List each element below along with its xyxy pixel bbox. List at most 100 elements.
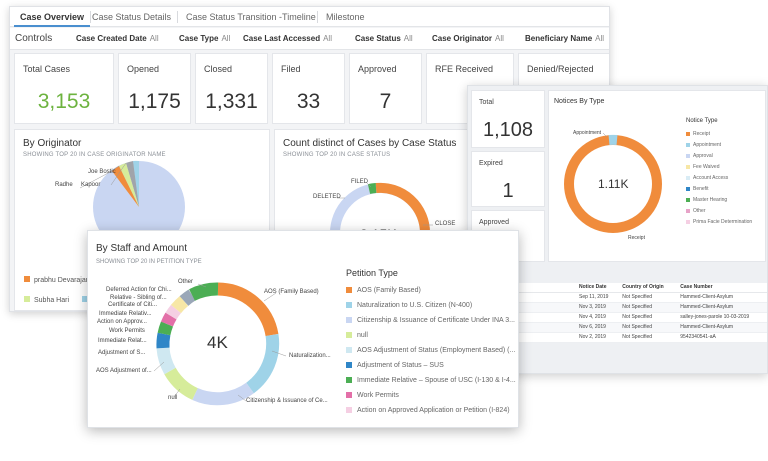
table-cell: Hammed-Client-Asylum xyxy=(677,302,767,313)
table-row[interactable]: Nov 3, 2019 Not Specified Hammed-Client-As… xyxy=(468,302,767,313)
legend-item-adjustment-of-status[interactable]: Adjustment of Status – SUS xyxy=(346,362,444,374)
kpi-value: 3,153 xyxy=(37,90,91,113)
donut-segment-citizenship-issuance[interactable] xyxy=(192,382,254,406)
tab-milestone[interactable]: Milestone xyxy=(326,12,365,22)
legend-item-aos-family-based[interactable]: AOS (Family Based) xyxy=(346,287,421,299)
tab-divider xyxy=(90,11,91,23)
pie-slice[interactable] xyxy=(133,160,139,207)
donut-segment-aos-family-based[interactable] xyxy=(217,282,279,337)
kpi-approved[interactable]: Approved 7 xyxy=(349,53,422,124)
table-row[interactable]: Sep 11, 2019 Not Specified Hammed-Client-A… xyxy=(468,292,767,303)
table-row[interactable]: Nov 6, 2019 Not Specified Hammed-Client-As… xyxy=(468,322,767,333)
filter-case-created-date[interactable]: Case Created Date All xyxy=(76,34,159,43)
table-header[interactable]: Case Number xyxy=(677,283,767,293)
pie-slice[interactable] xyxy=(126,161,139,207)
legend-item-prima-facie-determination[interactable]: Prima Facie Determination xyxy=(686,219,752,228)
donut-segment-action-on-approved[interactable] xyxy=(165,304,182,320)
donut-segment-deferred-action[interactable] xyxy=(170,295,189,314)
legend-item-benefit[interactable]: Benefit xyxy=(686,186,709,195)
legend-item-fee-waived[interactable]: Fee Waived xyxy=(686,164,720,173)
table-row[interactable]: Nov 4, 2019 Not Specified salley-jones-par… xyxy=(468,312,767,323)
staff-donut-chart[interactable] xyxy=(88,231,519,428)
legend-item-action-on-approved[interactable]: Action on Approved Application or Petiti… xyxy=(346,407,510,419)
donut-segment-null[interactable] xyxy=(164,367,198,400)
donut-segment-filed[interactable] xyxy=(367,183,377,194)
donut-segment-immediate-relative[interactable] xyxy=(157,321,174,336)
filter-case-originator[interactable]: Case Originator All xyxy=(432,34,504,43)
donut-label-citizenship-issuance: Citizenship & Issuance of Ce... xyxy=(246,398,328,404)
kpi-title: Total Cases xyxy=(23,64,71,74)
table-row[interactable]: Nov 2, 2019 Not Specified 9542340541-aA xyxy=(468,332,767,343)
donut-segment-naturalization[interactable] xyxy=(245,333,280,394)
donut-label-immediate-relative: Immediate Relativ... xyxy=(99,311,152,317)
donut-segment-adjustment-of-status[interactable] xyxy=(156,332,171,349)
table-header-row: Notice Date Country of Origin Case Numbe… xyxy=(468,283,767,293)
legend-item-account-access[interactable]: Account Access xyxy=(686,175,728,184)
kpi-total[interactable]: Total 1,108 xyxy=(471,90,545,148)
kpi-value: 33 xyxy=(296,90,321,113)
table-cell: Not Specified xyxy=(619,332,678,343)
legend-item-appointment[interactable]: Appointment xyxy=(686,142,721,151)
donut-label-adjustment-of-status: Adjustment of S... xyxy=(98,350,146,356)
legend-item-master-hearing[interactable]: Master Hearing xyxy=(686,197,727,206)
leader-line xyxy=(173,388,181,398)
section-title: By Staff and Amount xyxy=(96,243,187,254)
legend-swatch xyxy=(346,302,352,309)
legend-item-prabhu-devarajan[interactable]: prabhu Devarajan xyxy=(24,276,90,284)
donut-segment-aos-adjustment-employment[interactable] xyxy=(156,347,176,375)
filter-case-status[interactable]: Case Status All xyxy=(355,34,413,43)
kpi-total-cases[interactable]: Total Cases 3,153 xyxy=(14,53,114,124)
legend-item-approval[interactable]: Approval xyxy=(686,153,713,162)
legend-item-citizenship-issuance[interactable]: Citizenship & Issuance of Certificate Un… xyxy=(346,317,515,329)
filter-case-last-accessed[interactable]: Case Last Accessed All xyxy=(243,34,332,43)
table-header[interactable]: Country of Origin xyxy=(619,283,678,293)
legend-swatch xyxy=(346,377,352,384)
legend-swatch xyxy=(24,276,30,282)
tab-case-status-transition-timeline[interactable]: Case Status Transition -Timeline xyxy=(186,12,316,22)
section-title: Count distinct of Cases by Case Status xyxy=(283,138,457,149)
filter-beneficiary-name[interactable]: Beneficiary Name All xyxy=(525,34,605,43)
leader-line xyxy=(237,394,247,402)
donut-label-immediate-relat: Immediate Relat... xyxy=(98,338,147,344)
legend-item-aos-adjustment-employment[interactable]: AOS Adjustment of Status (Employment Bas… xyxy=(346,347,515,359)
legend-item-receipt[interactable]: Receipt xyxy=(686,131,710,140)
leader-line xyxy=(79,170,113,189)
table-header[interactable]: Notice Date xyxy=(576,283,620,293)
donut-center-value: 4K xyxy=(207,333,228,352)
legend-item-work-permits[interactable]: Work Permits xyxy=(346,392,399,404)
donut-label-deleted: DELETED xyxy=(313,194,341,200)
kpi-opened[interactable]: Opened 1,175 xyxy=(118,53,191,124)
donut-segment-closed[interactable] xyxy=(375,182,431,234)
legend-item-immediate-relative[interactable]: Immediate Relative – Spouse of USC (I-13… xyxy=(346,377,516,389)
pie-slice[interactable] xyxy=(119,163,139,207)
legend-item-subha-hari[interactable]: Subha Hari xyxy=(24,296,69,304)
legend-item-other[interactable]: Other xyxy=(686,208,706,217)
donut-segment-other[interactable] xyxy=(189,282,219,301)
leader-lines xyxy=(153,283,287,402)
legend-swatch xyxy=(686,219,690,224)
table-cell xyxy=(468,292,576,303)
donut-label-action-on-approved: Action on Approv... xyxy=(97,319,147,325)
filter-case-type[interactable]: Case Type All xyxy=(179,34,231,43)
legend-swatch xyxy=(686,153,690,158)
tab-case-status-details[interactable]: Case Status Details xyxy=(92,12,172,22)
donut-segment-relative-sibling[interactable] xyxy=(179,289,196,306)
kpi-filed[interactable]: Filed 33 xyxy=(272,53,345,124)
donut-segment-work-permits[interactable] xyxy=(160,312,177,327)
tab-case-overview[interactable]: Case Overview xyxy=(14,7,91,27)
section-subtitle: SHOWING TOP 20 IN CASE ORIGINATOR NAME xyxy=(23,152,166,158)
pie-slice[interactable] xyxy=(112,166,139,207)
legend-swatch xyxy=(686,142,690,147)
kpi-title: Denied/Rejected xyxy=(527,64,594,74)
notices-donut-chart[interactable] xyxy=(549,91,767,263)
leader-line xyxy=(107,165,120,174)
kpi-expired[interactable]: Expired 1 xyxy=(471,151,545,207)
kpi-value: 1,331 xyxy=(205,90,258,113)
legend-item-null[interactable]: null xyxy=(346,332,368,344)
kpi-closed[interactable]: Closed 1,331 xyxy=(195,53,268,124)
legend-item-naturalization[interactable]: Naturalization to U.S. Citizen (N-400) xyxy=(346,302,472,314)
donut-label-other: Other xyxy=(178,279,194,285)
section-subtitle: SHOWING TOP 20 IN CASE STATUS xyxy=(283,152,391,158)
kpi-title: Expired xyxy=(479,160,503,167)
donut-label-relative-sibling: Relative - Sibling of... xyxy=(110,295,167,301)
